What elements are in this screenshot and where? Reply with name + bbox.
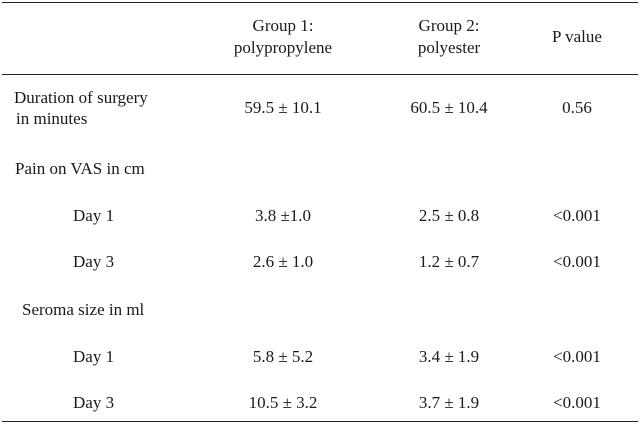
row-duration-label-line1: Duration of surgery <box>14 88 148 107</box>
header-pvalue: P value <box>552 27 602 46</box>
row-seroma-day3-label: Day 3 <box>73 393 115 412</box>
table-header-rule <box>2 74 638 75</box>
row-seroma-day1-label: Day 1 <box>73 347 115 366</box>
row-pain-day1-g2: 2.5 ± 0.8 <box>418 206 480 225</box>
row-pain-day1-p: <0.001 <box>553 206 601 225</box>
header-group2: Group 2: polyester <box>418 15 480 59</box>
header-group1-line2: polypropylene <box>233 38 333 57</box>
row-pain-day3-g2: 1.2 ± 0.7 <box>418 252 480 271</box>
row-seroma-day3-g1: 10.5 ± 3.2 <box>248 393 318 412</box>
header-group2-line2: polyester <box>417 38 481 57</box>
table-bottom-rule <box>2 421 638 422</box>
header-group1: Group 1: polypropylene <box>234 15 332 59</box>
row-duration-g2: 60.5 ± 10.4 <box>410 98 488 117</box>
row-pain-day3-g1: 2.6 ± 1.0 <box>252 252 314 271</box>
header-group2-line1: Group 2: <box>418 16 480 35</box>
row-seroma-day1-g2: 3.4 ± 1.9 <box>418 347 480 366</box>
section-seroma-label: Seroma size in ml <box>22 300 145 319</box>
row-seroma-day3-g2: 3.7 ± 1.9 <box>418 393 480 412</box>
row-duration-p: 0.56 <box>562 98 592 117</box>
row-seroma-day3-p: <0.001 <box>553 393 601 412</box>
table-top-rule <box>2 2 638 3</box>
row-pain-day1-label: Day 1 <box>73 206 115 225</box>
row-duration-g1: 59.5 ± 10.1 <box>244 98 322 117</box>
header-group1-line1: Group 1: <box>252 16 314 35</box>
row-pain-day3-label: Day 3 <box>73 252 115 271</box>
section-pain-label: Pain on VAS in cm <box>15 159 145 178</box>
row-duration-label-line2: in minutes <box>16 109 88 128</box>
row-seroma-day1-p: <0.001 <box>553 347 601 366</box>
row-duration-label: Duration of surgery in minutes <box>14 87 148 129</box>
row-pain-day3-p: <0.001 <box>553 252 601 271</box>
row-pain-day1-g1: 3.8 ±1.0 <box>254 206 312 225</box>
row-seroma-day1-g1: 5.8 ± 5.2 <box>252 347 314 366</box>
